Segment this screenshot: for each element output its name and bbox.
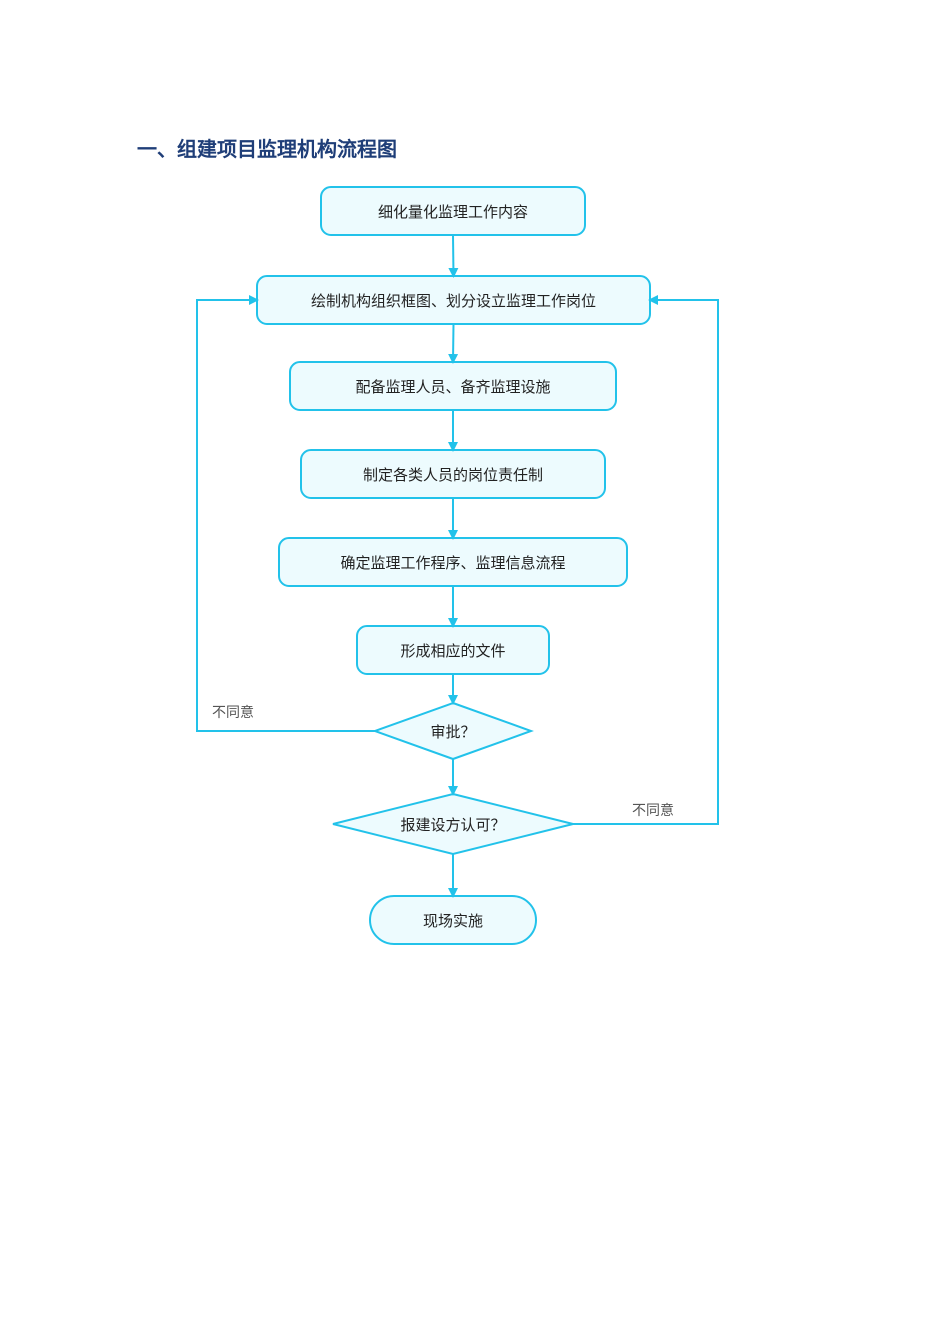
flow-node-d2 — [333, 794, 573, 854]
flowchart-canvas — [0, 0, 950, 1344]
flow-node-n1 — [321, 187, 585, 235]
flow-node-t1 — [370, 896, 536, 944]
flow-node-n4 — [301, 450, 605, 498]
flow-edge — [453, 235, 454, 276]
flow-node-d1 — [375, 703, 531, 759]
flow-node-n5 — [279, 538, 627, 586]
flow-node-n2 — [257, 276, 650, 324]
flow-node-n6 — [357, 626, 549, 674]
flow-edge — [453, 324, 454, 362]
flow-node-n3 — [290, 362, 616, 410]
